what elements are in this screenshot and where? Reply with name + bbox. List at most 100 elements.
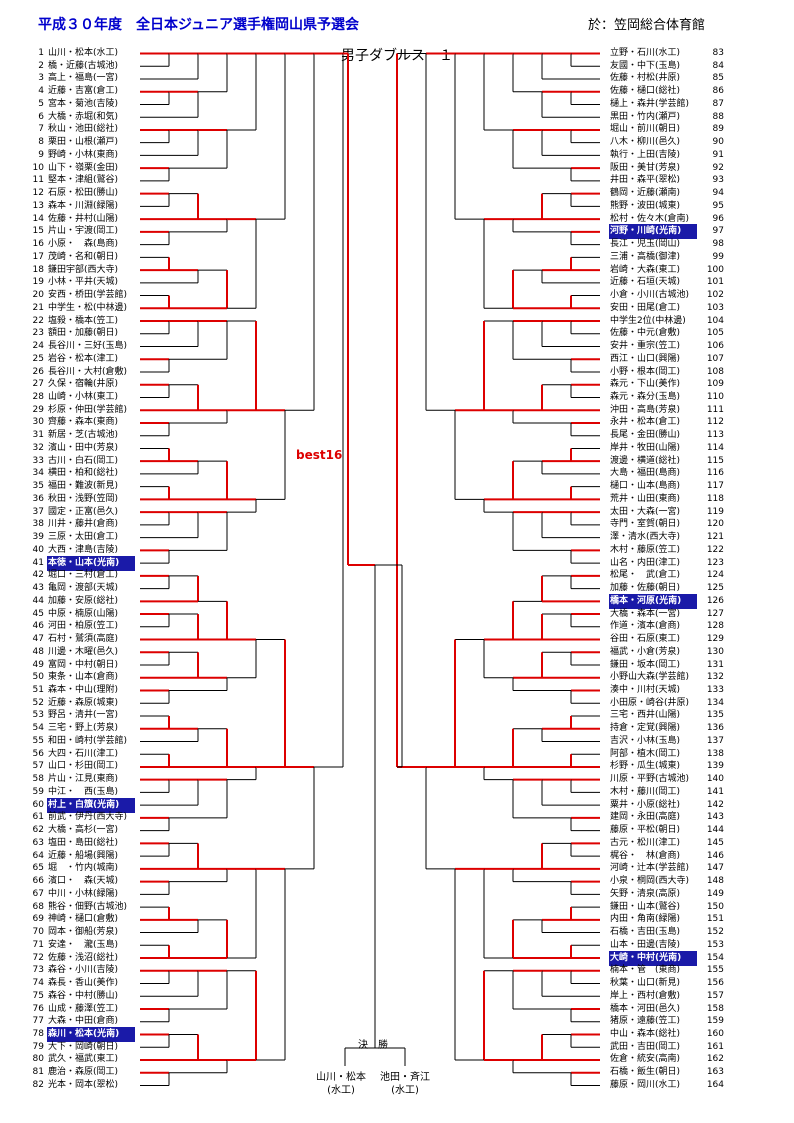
entry-row: 猪原・遠藤(笠工) 159	[610, 1015, 724, 1028]
pair-name: 作道・濱本(倉商)	[610, 621, 681, 632]
entry-number: 17	[32, 251, 44, 262]
pair-name: 石橋・吉田(玉島)	[610, 927, 681, 938]
pair-name: 小野山大森(学芸館)	[610, 672, 690, 683]
pair-name: 石橋・飯生(朝日)	[610, 1067, 681, 1078]
pair-name: 小倉・小川(古城池)	[610, 290, 690, 301]
entry-row: 12 石原・松田(勝山)	[30, 187, 134, 200]
entry-row: 木村・藤原(笠工) 122	[610, 544, 724, 557]
entry-number: 110	[706, 391, 724, 402]
pair-name: 立野・石川(水工)	[610, 48, 681, 58]
pair-name: 三浦・高橋(御津)	[610, 251, 681, 262]
entry-row: 20 安西・桥田(学芸館)	[30, 289, 134, 302]
entry-number: 78	[32, 1028, 44, 1039]
entry-number: 147	[706, 863, 724, 874]
entry-row: 木村・藤川(岡工) 141	[610, 786, 724, 799]
entry-row: 古元・松川(津工) 145	[610, 837, 724, 850]
pair-name: 佐藤・樋口(総社)	[610, 86, 681, 97]
entry-number: 107	[706, 353, 724, 364]
entry-number: 116	[706, 468, 724, 479]
pair-name: 友國・中下(玉島)	[610, 60, 681, 71]
entry-row: 森元・下山(美作) 109	[610, 378, 724, 391]
entry-number: 100	[706, 264, 724, 275]
entry-number: 105	[706, 328, 724, 339]
pair-name: 安井・重宗(笠工)	[610, 341, 681, 352]
entry-row: 吉沢・小林(玉島) 137	[610, 735, 724, 748]
entry-number: 87	[712, 98, 724, 109]
entry-row: 藤原・岡川(水工) 164	[610, 1079, 724, 1092]
pair-name: 近藤・吉富(倉工)	[48, 86, 119, 97]
pair-name: 横田・柏和(総社)	[48, 468, 119, 479]
entry-number: 121	[706, 532, 724, 543]
entry-number: 97	[712, 226, 724, 237]
entry-row: 80 武久・福武(東工)	[30, 1053, 134, 1066]
entry-row: 16 小原・ 森(島商)	[30, 238, 134, 251]
pair-name: 近藤・森原(城東)	[48, 697, 119, 708]
entry-number: 132	[706, 672, 724, 683]
pair-name: 堅本・津組(鷲谷)	[48, 175, 119, 186]
entry-row: 13 森本・川淵(緑陽)	[30, 200, 134, 213]
entry-row: 阪田・美甘(芳泉) 92	[610, 162, 724, 175]
pair-name: 野呂・清井(一宮)	[48, 710, 119, 721]
entry-number: 139	[706, 761, 724, 772]
entry-row: 小野山大森(学芸館) 132	[610, 671, 724, 684]
pair-name: 佐藤・中元(倉敷)	[610, 328, 681, 339]
entry-number: 38	[32, 519, 44, 530]
entry-number: 51	[32, 685, 44, 695]
pair-name: 長谷川・三好(玉島)	[48, 341, 128, 352]
pair-name: 太田・大森(一宮)	[610, 506, 681, 517]
pair-name: 小田原・崎谷(井原)	[610, 697, 690, 708]
entry-number: 27	[32, 379, 44, 390]
entry-row: 56 大四・石川(津工)	[30, 748, 134, 761]
entry-row: 50 東条・山本(倉商)	[30, 671, 134, 684]
pair-name: 寺門・室賀(朝日)	[610, 519, 681, 530]
entry-number: 65	[32, 863, 44, 874]
entry-row: 阿部・植木(岡工) 138	[610, 748, 724, 761]
pair-name: 小林・平井(天城)	[48, 277, 119, 288]
pair-name: 森本・川淵(緑陽)	[48, 200, 119, 211]
entry-number: 23	[32, 328, 44, 339]
entry-number: 8	[38, 137, 44, 148]
entry-number: 137	[706, 735, 724, 746]
entry-row: 11 堅本・津組(鷲谷)	[30, 174, 134, 187]
entry-number: 84	[712, 60, 724, 71]
pair-name: 山崎・小林(東工)	[48, 391, 119, 402]
entry-number: 148	[706, 876, 724, 887]
pair-name: 齊藤・森本(東商)	[48, 417, 119, 428]
entry-row: 佐倉・統安(高南) 162	[610, 1053, 724, 1066]
pair-name: 川邊・木曜(邑久)	[48, 646, 119, 657]
entry-row: 熊野・波田(城東) 95	[610, 200, 724, 213]
entry-number: 7	[38, 124, 44, 135]
pair-name: 岡本・御船(芳泉)	[48, 927, 119, 938]
entry-number: 163	[706, 1067, 724, 1078]
entry-number: 14	[32, 213, 44, 224]
entry-number: 82	[32, 1079, 44, 1090]
pair-name: 長江・児玉(岡山)	[610, 239, 681, 250]
entry-row: 石橋・飯生(朝日) 163	[610, 1066, 724, 1079]
entry-row: 河野・川崎(光南) 97	[609, 224, 724, 240]
pair-name: 光本・岡本(翠松)	[48, 1079, 119, 1090]
entry-row: 渡邊・横道(総社) 115	[610, 455, 724, 468]
entry-number: 129	[706, 634, 724, 645]
pair-name: 武久・福武(東工)	[48, 1054, 119, 1065]
pair-name: 亀岡・渡部(天城)	[48, 583, 119, 594]
pair-name: 堀口・三村(倉工)	[48, 570, 119, 581]
entry-number: 118	[706, 493, 724, 504]
entry-row: 14 佐藤・井村(山陽)	[30, 213, 134, 226]
entry-number: 75	[32, 990, 44, 1001]
entry-row: 太田・大森(一宮) 119	[610, 506, 724, 519]
pair-name: 塩田・島田(総社)	[48, 837, 119, 848]
pair-name: 石原・松田(勝山)	[48, 188, 119, 199]
entry-row: 楠本・管 (東商) 155	[610, 964, 724, 977]
pair-name: 井田・森平(翠松)	[610, 175, 681, 186]
entry-number: 83	[712, 48, 724, 58]
entry-row: 5 宮本・菊池(吉陵)	[30, 98, 134, 111]
entry-row: 安田・田尾(倉工) 103	[610, 302, 724, 315]
entry-number: 70	[32, 927, 44, 938]
entry-row: 2 橋・近藤(古城池)	[30, 60, 134, 73]
pair-name: 小野・根本(岡工)	[610, 366, 681, 377]
pair-name: 猪原・遠藤(笠工)	[610, 1016, 681, 1027]
entry-number: 48	[32, 646, 44, 657]
entry-number: 149	[706, 888, 724, 899]
entry-row: 66 濱口・ 森(天城)	[30, 875, 134, 888]
entry-number: 16	[32, 239, 44, 250]
